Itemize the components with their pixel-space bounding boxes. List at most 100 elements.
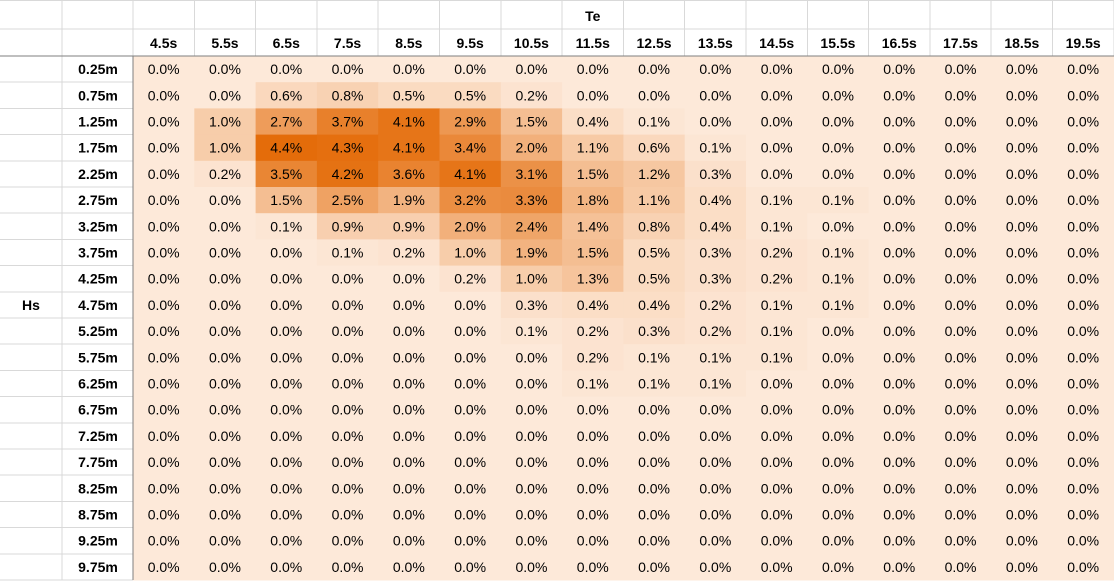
- cell-value-label: 0.0%: [1006, 297, 1038, 313]
- cell-value-label: 0.0%: [638, 454, 670, 470]
- heat-cell: [194, 370, 257, 398]
- cell-value-label: 0.0%: [209, 349, 241, 365]
- heat-cell: [684, 553, 747, 581]
- heat-cell: [807, 56, 870, 83]
- heat-cell: [623, 265, 686, 293]
- heat-cell: [500, 475, 563, 502]
- heat-cell: [133, 344, 195, 371]
- heat-cell: [500, 370, 563, 398]
- heat-cell: [378, 134, 440, 162]
- cell-value-label: 2.4%: [515, 218, 547, 234]
- cell-value-label: 0.0%: [209, 323, 241, 339]
- cell-value-label: 0.0%: [761, 376, 793, 392]
- heat-cell: [1052, 291, 1114, 319]
- cell-value-label: 0.0%: [638, 559, 670, 575]
- heat-cell: [133, 475, 195, 502]
- cell-value-label: 0.1%: [638, 376, 670, 392]
- col-header-label: 18.5s: [1004, 35, 1039, 51]
- row-header-label: 2.25m: [78, 166, 118, 182]
- heat-cell: [1052, 239, 1114, 267]
- heat-cell: [316, 291, 379, 319]
- heat-cell: [868, 82, 931, 109]
- cell-value-label: 0.1%: [699, 349, 731, 365]
- heat-cell: [500, 239, 563, 267]
- heat-cell: [868, 370, 931, 398]
- cell-value-label: 0.0%: [393, 297, 425, 313]
- heat-cell: [255, 553, 318, 581]
- heat-cell: [133, 213, 195, 240]
- heat-cell: [807, 475, 870, 502]
- cell-value-label: 0.0%: [761, 480, 793, 496]
- heat-cell: [316, 134, 379, 162]
- heat-cell: [133, 396, 195, 424]
- cell-value-label: 0.0%: [515, 402, 547, 418]
- col-axis-title: Te: [585, 8, 601, 24]
- cell-value-label: 3.1%: [515, 166, 547, 182]
- heat-cell: [1052, 396, 1114, 424]
- cell-value-label: 0.0%: [454, 454, 486, 470]
- cell-value-label: 0.0%: [577, 402, 609, 418]
- cell-value-label: 4.2%: [332, 166, 364, 182]
- cell-value-label: 0.0%: [393, 376, 425, 392]
- cell-value-label: 0.0%: [148, 271, 180, 287]
- heat-cell: [500, 265, 563, 293]
- heat-cell: [929, 239, 992, 267]
- heat-cell: [929, 344, 992, 371]
- cell-value-label: 0.0%: [945, 140, 977, 156]
- heat-cell: [378, 344, 440, 371]
- cell-value-label: 1.1%: [638, 192, 670, 208]
- cell-value-label: 0.0%: [883, 559, 915, 575]
- heat-cell: [623, 370, 686, 398]
- heat-cell: [255, 422, 318, 450]
- heat-cell: [378, 291, 440, 319]
- heat-cell: [500, 291, 563, 319]
- cell-value-label: 0.0%: [148, 323, 180, 339]
- cell-value-label: 0.0%: [209, 402, 241, 418]
- cell-value-label: 0.0%: [454, 61, 486, 77]
- heat-cell: [133, 422, 195, 450]
- row-header-label: 5.75m: [78, 349, 118, 365]
- heat-cell: [684, 213, 747, 240]
- cell-value-label: 0.0%: [699, 480, 731, 496]
- heat-cell: [746, 291, 808, 319]
- cell-value-label: 0.0%: [945, 376, 977, 392]
- cell-value-label: 0.0%: [761, 87, 793, 103]
- heat-cell: [316, 265, 379, 293]
- cell-value-label: 1.0%: [209, 140, 241, 156]
- row-header-label: 5.25m: [78, 323, 118, 339]
- cell-value-label: 0.0%: [945, 114, 977, 130]
- heat-cell: [868, 449, 931, 476]
- heat-cell: [133, 449, 195, 476]
- heat-cell: [807, 187, 870, 214]
- heat-cell: [316, 213, 379, 240]
- cell-value-label: 0.0%: [332, 376, 364, 392]
- cell-value-label: 0.0%: [393, 271, 425, 287]
- cell-value-label: 0.0%: [209, 428, 241, 444]
- row-header-label: 7.25m: [78, 428, 118, 444]
- heat-cell: [562, 82, 624, 109]
- cell-value-label: 0.0%: [883, 114, 915, 130]
- cell-value-label: 0.0%: [148, 454, 180, 470]
- cell-value-label: 0.0%: [945, 166, 977, 182]
- heat-cell: [868, 108, 931, 136]
- cell-value-label: 0.1%: [761, 323, 793, 339]
- cell-value-label: 0.0%: [945, 480, 977, 496]
- heat-cell: [316, 553, 379, 581]
- heat-cell: [807, 396, 870, 424]
- heat-cell: [746, 82, 808, 109]
- cell-value-label: 0.8%: [638, 218, 670, 234]
- heat-cell: [684, 501, 747, 529]
- heat-cell: [623, 553, 686, 581]
- heat-cell: [255, 318, 318, 345]
- cell-value-label: 0.0%: [393, 61, 425, 77]
- heat-cell: [623, 318, 686, 345]
- cell-value-label: 0.0%: [270, 533, 302, 549]
- heat-cell: [684, 475, 747, 502]
- cell-value-label: 0.0%: [454, 323, 486, 339]
- cell-value-label: 0.0%: [393, 323, 425, 339]
- cell-value-label: 0.0%: [1006, 507, 1038, 523]
- cell-value-label: 0.0%: [1067, 402, 1099, 418]
- cell-value-label: 0.0%: [515, 61, 547, 77]
- cell-value-label: 0.0%: [393, 349, 425, 365]
- cell-value-label: 0.0%: [454, 559, 486, 575]
